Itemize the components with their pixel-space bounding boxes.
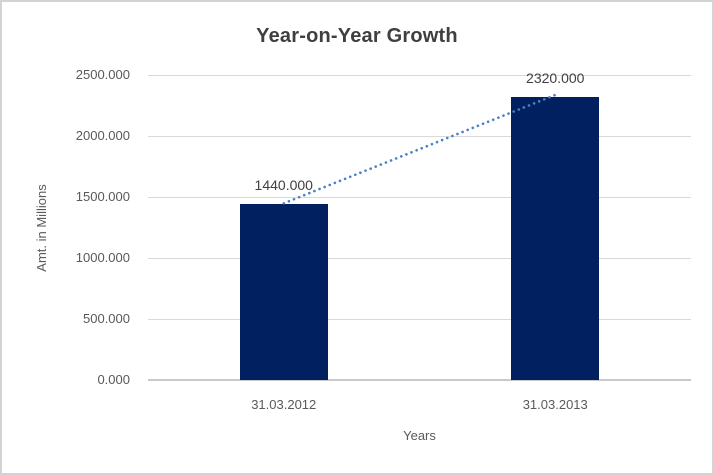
bar-data-label: 1440.000 [254, 177, 313, 194]
y-axis-tick-label: 2500.000 [75, 67, 130, 82]
bar-31.03.2013 [511, 96, 600, 380]
gridline [148, 318, 691, 320]
gridline [148, 74, 691, 76]
bar-data-label: 2320.000 [526, 69, 585, 86]
y-axis-tick-label: 500.000 [83, 311, 130, 326]
gridline [148, 196, 691, 198]
y-axis-tick-label: 1500.000 [75, 189, 130, 204]
gridline [148, 135, 691, 137]
chart-title: Year-on-Year Growth [256, 25, 458, 47]
y-axis-tick-label: 0.000 [97, 372, 130, 387]
gridline [148, 257, 691, 259]
bar-31.03.2012 [239, 204, 328, 380]
y-axis-tick-label: 1000.000 [75, 250, 130, 265]
x-axis-title: Years [403, 428, 436, 443]
x-axis-line [148, 379, 691, 381]
x-axis-tick-label: 31.03.2013 [522, 397, 588, 412]
y-axis-tick-label: 2000.000 [75, 128, 130, 143]
x-axis-tick-label: 31.03.2012 [251, 397, 317, 412]
